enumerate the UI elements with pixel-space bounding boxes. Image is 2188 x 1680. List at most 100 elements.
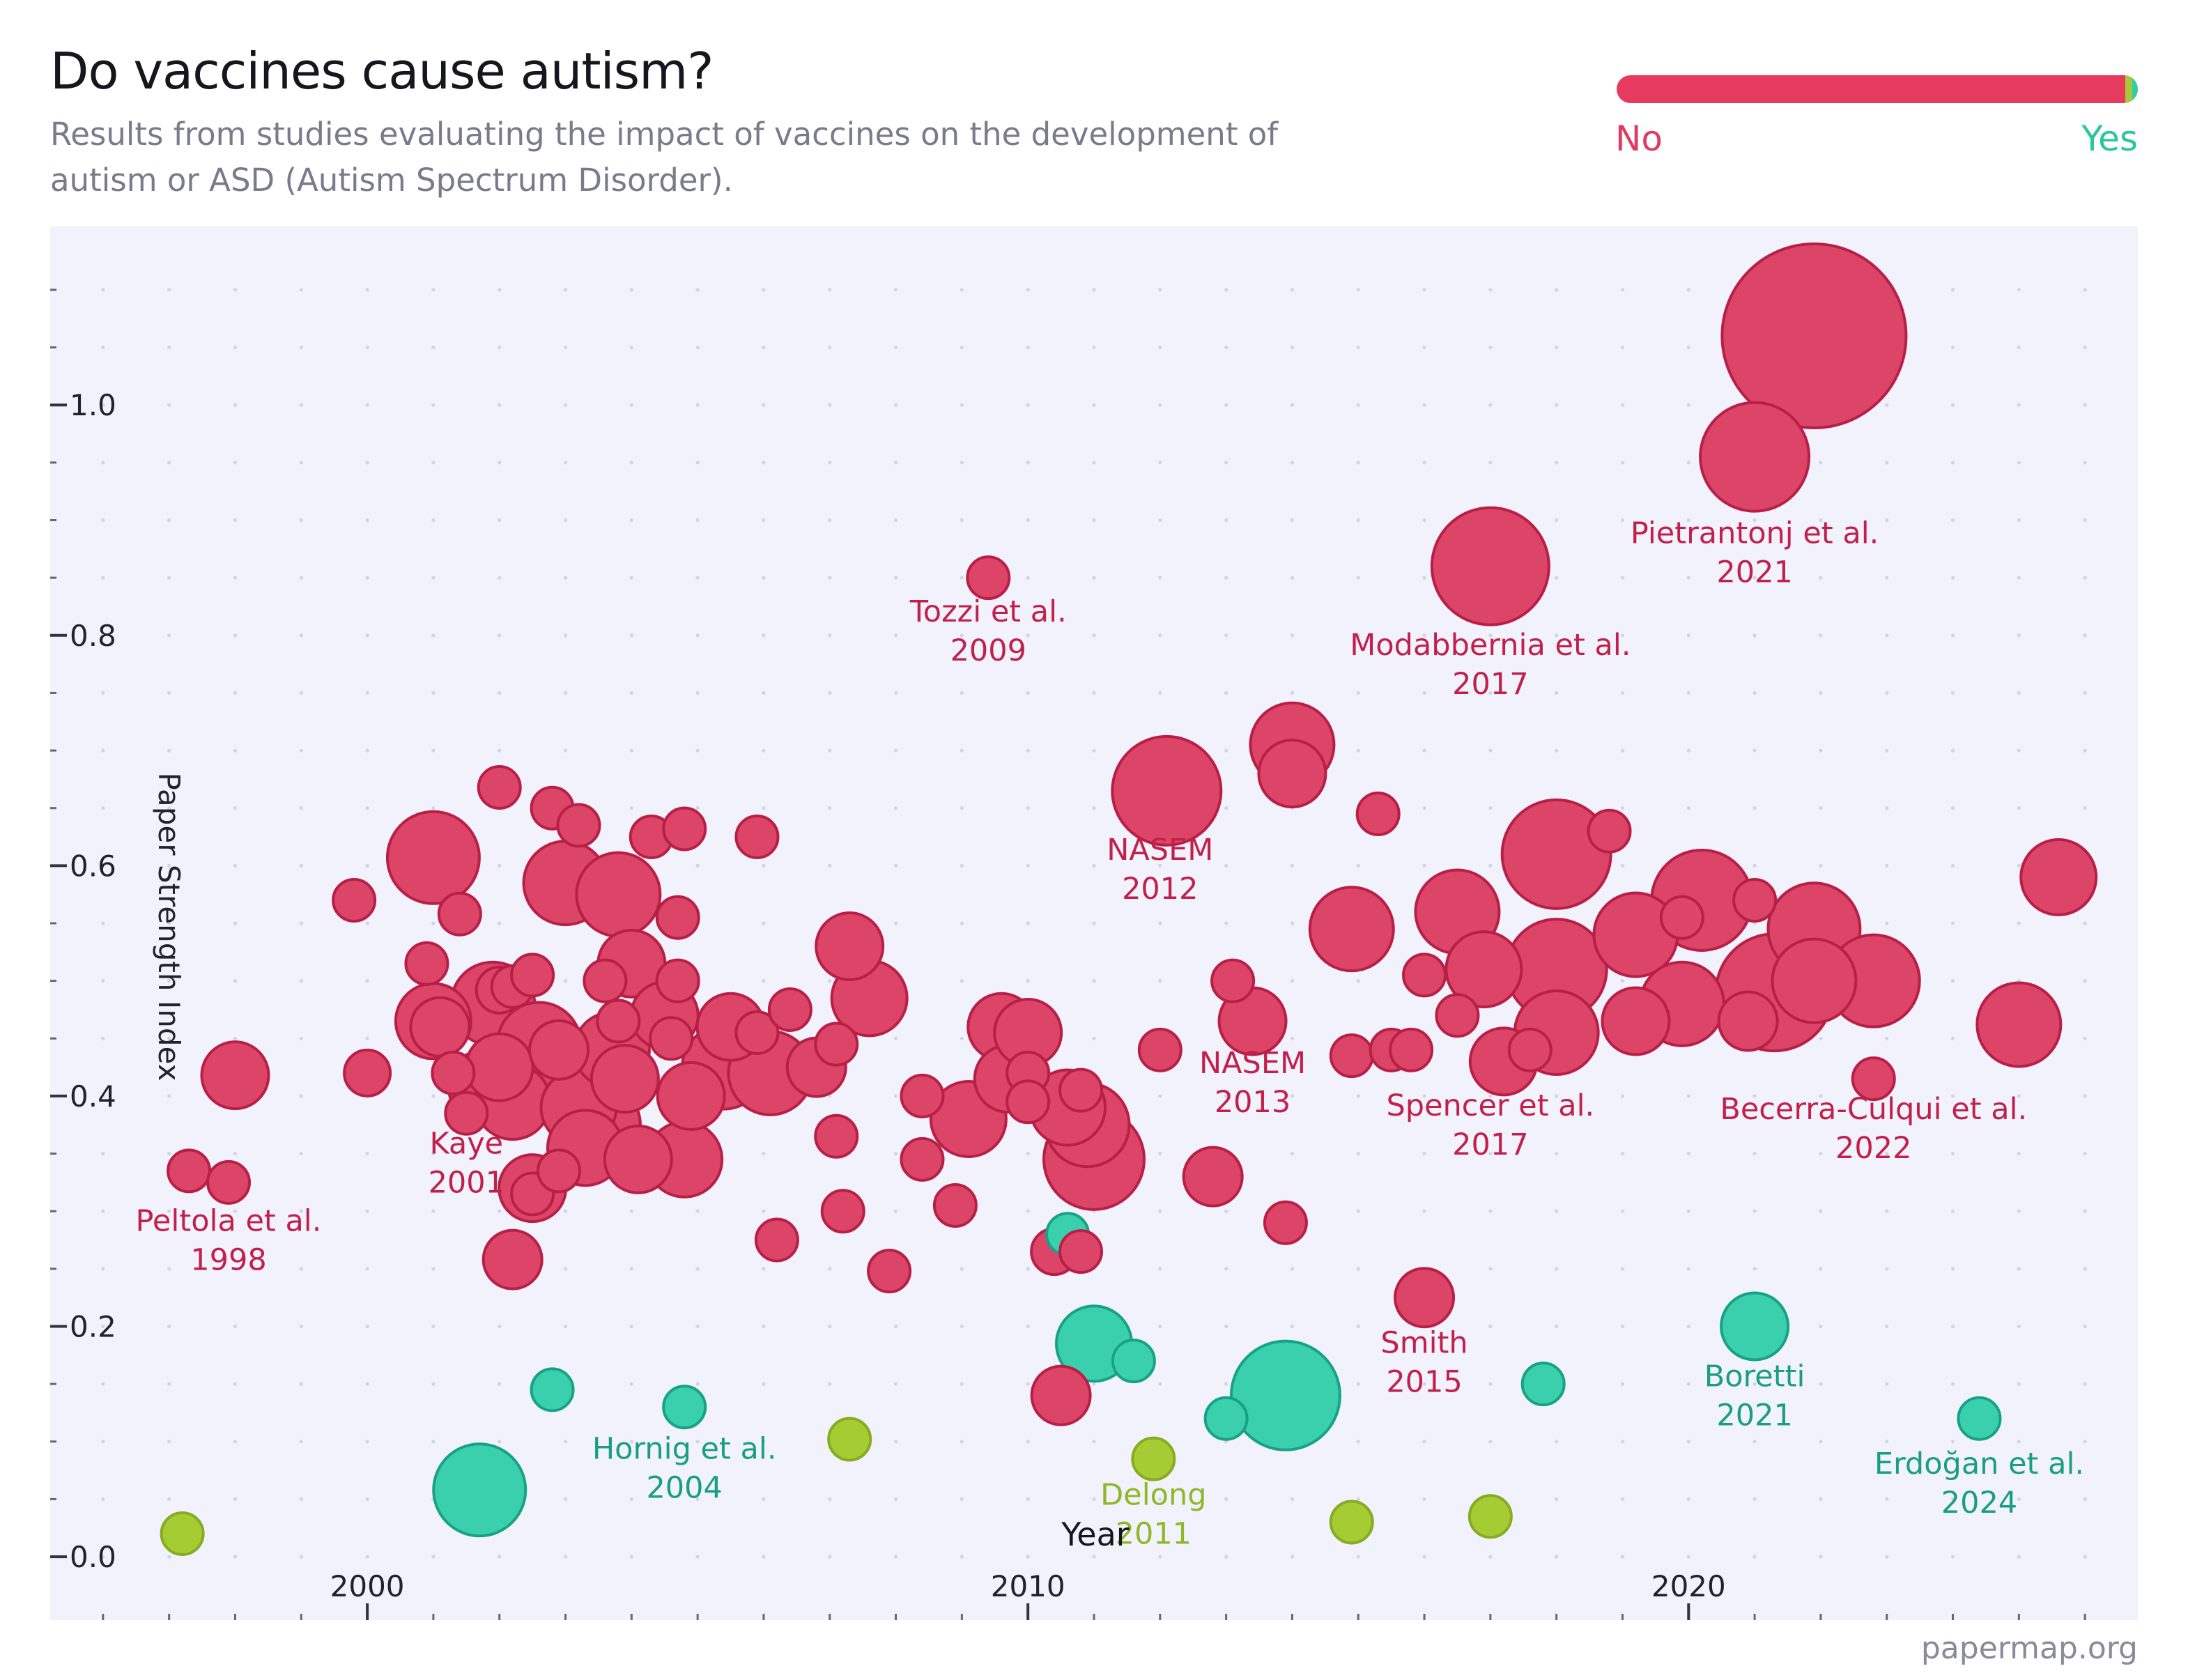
data-point-no[interactable] <box>332 877 377 923</box>
data-point-no[interactable] <box>437 891 482 937</box>
data-point-mixed[interactable] <box>1467 1494 1513 1539</box>
data-point-no[interactable] <box>1587 808 1632 854</box>
data-point-no[interactable] <box>662 806 707 851</box>
data-point-no[interactable] <box>1430 506 1550 626</box>
data-point-no[interactable] <box>464 1032 534 1102</box>
data-point-yes[interactable] <box>1229 1339 1341 1451</box>
data-point-mixed[interactable] <box>1131 1436 1176 1481</box>
grid-dot <box>299 1440 303 1444</box>
data-point-no[interactable] <box>1732 877 1778 923</box>
data-point-no[interactable] <box>575 851 662 938</box>
data-point-no[interactable] <box>2019 838 2098 916</box>
data-point-no[interactable] <box>655 958 700 1003</box>
data-point-no[interactable] <box>583 958 628 1003</box>
data-point-no[interactable] <box>1389 1027 1434 1072</box>
data-point-no[interactable] <box>385 810 481 905</box>
grid-dot <box>1224 1324 1228 1329</box>
data-point-no[interactable] <box>814 1022 859 1067</box>
data-point-no[interactable] <box>767 987 812 1032</box>
data-point-no[interactable] <box>1507 1027 1553 1072</box>
data-point-no[interactable] <box>537 1148 582 1194</box>
data-point-no[interactable] <box>649 1016 694 1061</box>
data-point-no[interactable] <box>1006 1079 1051 1125</box>
data-point-no[interactable] <box>1111 734 1223 847</box>
data-point-no[interactable] <box>1435 993 1480 1038</box>
grid-dot <box>1092 461 1096 465</box>
data-point-no[interactable] <box>734 1010 780 1056</box>
data-point-no[interactable] <box>1720 242 1908 430</box>
data-point-no[interactable] <box>1659 895 1704 940</box>
data-point-no[interactable] <box>1263 1200 1308 1245</box>
grid-dot <box>1555 1209 1559 1213</box>
grid-dot <box>1092 1497 1096 1502</box>
data-point-no[interactable] <box>1851 1056 1896 1102</box>
data-point-yes[interactable] <box>530 1367 575 1412</box>
data-point-no[interactable] <box>900 1073 945 1118</box>
data-point-no[interactable] <box>1500 798 1612 910</box>
data-point-no[interactable] <box>656 1061 726 1131</box>
data-point-no[interactable] <box>1182 1146 1244 1208</box>
data-point-no[interactable] <box>1601 986 1671 1056</box>
data-point-no[interactable] <box>1699 401 1811 513</box>
data-point-mixed[interactable] <box>1329 1500 1374 1545</box>
annotation-year: 2009 <box>950 633 1026 668</box>
data-point-no[interactable] <box>966 555 1011 601</box>
data-point-no[interactable] <box>867 1249 912 1294</box>
grid-dot <box>431 1382 436 1386</box>
data-point-yes[interactable] <box>432 1442 527 1538</box>
data-point-mixed[interactable] <box>827 1417 872 1462</box>
data-point-no[interactable] <box>815 911 885 982</box>
data-point-no[interactable] <box>1210 958 1256 1003</box>
grid-dot <box>1885 748 1889 753</box>
data-point-no[interactable] <box>556 803 601 848</box>
data-point-no[interactable] <box>814 1113 859 1159</box>
grid-dot <box>1290 1094 1295 1098</box>
grid-dot <box>167 806 171 810</box>
data-point-no[interactable] <box>206 1159 251 1205</box>
data-point-yes[interactable] <box>662 1385 707 1430</box>
data-point-no[interactable] <box>655 895 700 940</box>
data-point-yes[interactable] <box>1203 1396 1249 1441</box>
data-point-no[interactable] <box>167 1148 212 1194</box>
data-point-no[interactable] <box>734 815 780 860</box>
data-point-yes[interactable] <box>1111 1339 1156 1384</box>
data-point-no[interactable] <box>444 1091 489 1136</box>
data-point-no[interactable] <box>200 1040 270 1111</box>
data-point-no[interactable] <box>510 953 555 998</box>
data-point-yes[interactable] <box>1520 1362 1566 1407</box>
data-point-no[interactable] <box>343 1048 392 1097</box>
data-point-no[interactable] <box>477 764 522 810</box>
data-point-no[interactable] <box>932 1182 978 1228</box>
grid-dot <box>629 288 633 292</box>
data-point-yes[interactable] <box>1720 1291 1790 1362</box>
data-point-no[interactable] <box>820 1189 865 1234</box>
data-point-no[interactable] <box>528 1019 590 1081</box>
data-point-mixed[interactable] <box>160 1511 205 1557</box>
data-point-no[interactable] <box>404 941 449 986</box>
data-point-no[interactable] <box>1030 1364 1092 1426</box>
data-point-no[interactable] <box>431 1050 476 1095</box>
data-point-no[interactable] <box>1444 930 1523 1009</box>
data-point-no[interactable] <box>1394 1267 1456 1329</box>
data-point-no[interactable] <box>1058 1229 1104 1274</box>
data-point-no[interactable] <box>1355 791 1401 836</box>
grid-dot <box>1885 518 1889 523</box>
data-point-no[interactable] <box>481 1228 544 1290</box>
data-point-no[interactable] <box>1402 953 1447 998</box>
data-point-no[interactable] <box>1058 1068 1104 1113</box>
data-point-no[interactable] <box>1975 981 2063 1068</box>
data-point-no[interactable] <box>900 1136 945 1182</box>
data-point-no[interactable] <box>1771 937 1858 1024</box>
data-point-no[interactable] <box>1329 1033 1374 1079</box>
data-point-no[interactable] <box>596 999 641 1044</box>
data-point-no[interactable] <box>590 1044 660 1114</box>
data-point-no[interactable] <box>754 1217 799 1263</box>
annotation: Delong 2011 <box>1100 1478 1206 1552</box>
data-point-no[interactable] <box>603 1124 673 1194</box>
data-point-yes[interactable] <box>1957 1396 2002 1441</box>
data-point-no[interactable] <box>1308 886 1395 973</box>
data-point-no[interactable] <box>1257 739 1327 809</box>
data-point-no[interactable] <box>1717 990 1779 1052</box>
data-point-no[interactable] <box>409 996 471 1058</box>
data-point-no[interactable] <box>1137 1027 1182 1072</box>
